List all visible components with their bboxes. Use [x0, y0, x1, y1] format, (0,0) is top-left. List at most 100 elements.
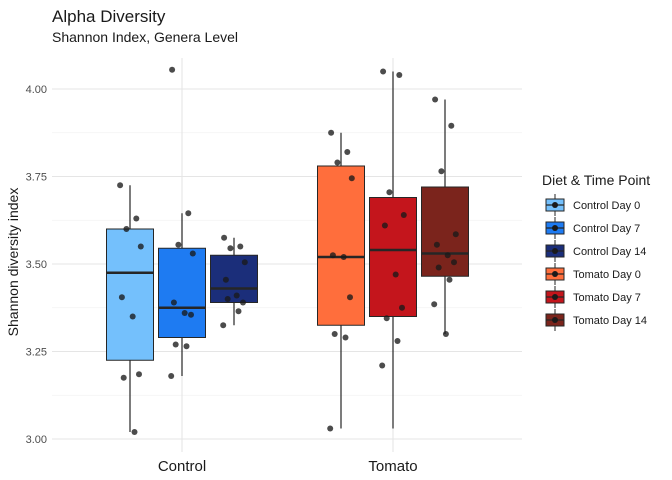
- y-tick-label: 4.00: [26, 84, 47, 96]
- legend-title: Diet & Time Point: [542, 172, 650, 188]
- legend-item: Tomato Day 14: [545, 309, 647, 331]
- box-iqr: [317, 165, 365, 326]
- data-point: [444, 252, 451, 259]
- y-axis-label: Shannon diversity index: [5, 188, 21, 337]
- data-point: [188, 311, 194, 318]
- legend-key-point: [552, 317, 558, 323]
- data-point: [118, 294, 125, 301]
- data-point: [235, 308, 242, 315]
- legend-item: Control Day 0: [545, 194, 640, 216]
- data-point: [327, 425, 334, 432]
- data-point: [334, 159, 341, 166]
- data-point: [380, 68, 387, 75]
- data-point: [227, 245, 234, 252]
- data-point: [379, 362, 386, 369]
- data-point: [181, 310, 188, 316]
- box-iqr: [369, 197, 417, 317]
- data-point: [175, 241, 182, 248]
- legend-item: Tomato Day 0: [545, 263, 641, 285]
- data-point: [438, 168, 445, 175]
- data-point: [136, 371, 142, 378]
- box-iqr: [106, 228, 154, 361]
- box-iqr: [421, 186, 469, 277]
- y-tick-label: 3.00: [26, 434, 47, 446]
- chart-title: Alpha Diversity: [52, 7, 166, 26]
- data-point: [133, 215, 140, 222]
- box-control-day-14: [210, 237, 258, 326]
- data-point: [448, 122, 455, 129]
- data-point: [329, 252, 336, 259]
- data-point: [117, 182, 124, 189]
- data-point: [233, 292, 240, 299]
- x-tick-label: Tomato: [368, 458, 417, 475]
- box-iqr: [158, 247, 206, 338]
- legend-label: Control Day 7: [573, 223, 640, 235]
- data-point: [446, 276, 453, 283]
- y-tick-label: 3.25: [26, 347, 47, 359]
- data-point: [183, 343, 190, 350]
- data-point: [383, 315, 390, 322]
- data-point: [331, 331, 338, 337]
- data-point: [392, 271, 399, 278]
- data-point: [433, 241, 440, 248]
- data-point: [129, 313, 136, 320]
- data-point: [123, 226, 130, 232]
- jitter-points: [117, 66, 459, 435]
- box-tomato-day-7: [369, 71, 417, 429]
- legend-item: Control Day 7: [545, 217, 640, 239]
- data-point: [240, 299, 246, 306]
- legend-key-point: [552, 248, 558, 254]
- data-point: [386, 189, 393, 196]
- data-point: [241, 259, 248, 266]
- data-point: [348, 175, 355, 182]
- data-point: [344, 149, 351, 155]
- data-point: [220, 322, 227, 329]
- chart-subtitle: Shannon Index, Genera Level: [52, 29, 238, 45]
- box-plots: [106, 71, 469, 432]
- data-point: [189, 250, 196, 257]
- legend: Diet & Time Point Control Day 0 Control D…: [542, 172, 650, 331]
- data-point: [435, 264, 442, 271]
- data-point: [237, 243, 244, 250]
- data-point: [120, 374, 127, 381]
- data-point: [396, 72, 403, 78]
- data-point: [451, 259, 457, 266]
- legend-key-point: [552, 294, 558, 300]
- legend-label: Tomato Day 7: [573, 292, 641, 304]
- legend-key-point: [552, 271, 558, 277]
- x-tick-label: Control: [158, 458, 206, 475]
- data-point: [432, 96, 439, 103]
- data-point: [394, 338, 401, 344]
- legend-label: Tomato Day 14: [573, 315, 647, 327]
- y-axis-ticks: 3.00 3.25 3.50 3.75 4.00: [26, 84, 47, 446]
- legend-item: Tomato Day 7: [545, 286, 641, 308]
- data-point: [170, 299, 177, 306]
- box-control-day-7: [158, 213, 206, 376]
- data-point: [400, 212, 407, 218]
- y-tick-label: 3.75: [26, 172, 47, 184]
- data-point: [221, 234, 228, 241]
- data-point: [168, 373, 175, 379]
- data-point: [342, 334, 349, 341]
- data-point: [137, 243, 144, 250]
- legend-label: Control Day 14: [573, 246, 646, 258]
- data-point: [442, 331, 449, 337]
- data-point: [399, 304, 405, 311]
- box-tomato-day-0: [317, 132, 365, 429]
- legend-item: Control Day 14: [545, 240, 646, 262]
- box-control-day-0: [106, 185, 154, 432]
- legend-label: Tomato Day 0: [573, 269, 641, 281]
- legend-label: Control Day 0: [573, 200, 640, 212]
- box-tomato-day-14: [421, 99, 469, 334]
- data-point: [381, 222, 388, 229]
- data-point: [185, 210, 192, 217]
- data-point: [222, 276, 229, 283]
- legend-key-point: [552, 225, 558, 231]
- x-axis-ticks: Control Tomato: [158, 458, 418, 475]
- legend-key-point: [552, 202, 558, 208]
- data-point: [169, 66, 176, 73]
- data-point: [347, 294, 353, 301]
- y-tick-label: 3.50: [26, 259, 47, 271]
- data-point: [452, 231, 459, 238]
- data-point: [340, 254, 347, 260]
